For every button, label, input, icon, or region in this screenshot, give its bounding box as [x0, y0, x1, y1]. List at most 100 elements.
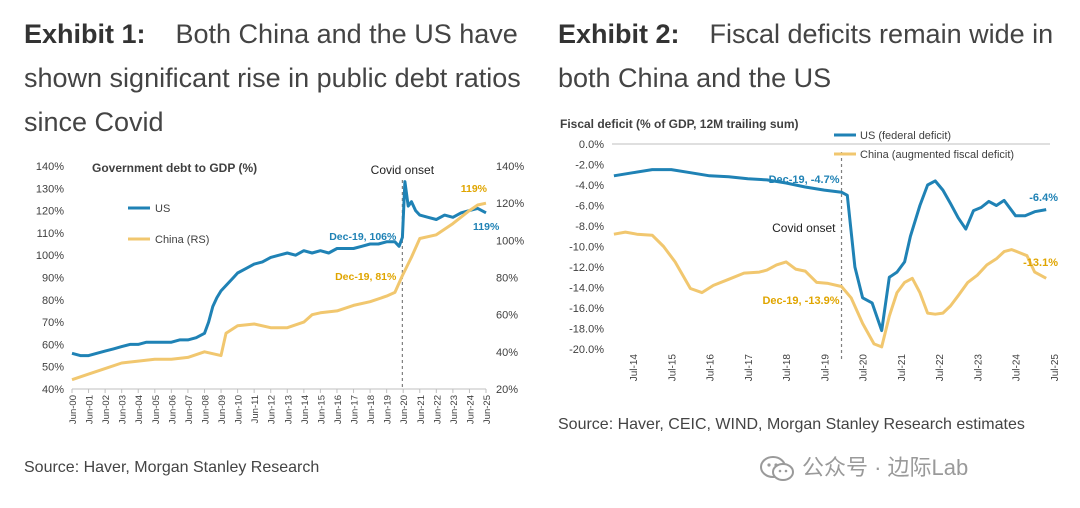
- y-tick-label: -4.0%: [575, 180, 604, 192]
- china-latest-label: 119%: [461, 183, 488, 195]
- china-latest-label: -13.1%: [1023, 257, 1058, 269]
- x-tick-label: Jun-03: [118, 395, 129, 424]
- x-tick-label: Jul-25: [1050, 354, 1061, 382]
- y-tick-label: -14.0%: [569, 283, 604, 295]
- x-tick-label: Jun-10: [234, 395, 245, 424]
- x-tick-label: Jun-19: [383, 395, 394, 424]
- x-tick-label: Jun-04: [134, 395, 145, 424]
- left-tick-label: 80%: [42, 295, 64, 307]
- exhibit-1-label: Exhibit 1:: [24, 19, 146, 49]
- china-dec19-label: Dec-19, 81%: [335, 271, 397, 283]
- x-tick-label: Jun-13: [283, 395, 294, 424]
- y-tick-label: -6.0%: [575, 201, 604, 213]
- right-tick-label: 40%: [496, 347, 518, 359]
- china-debt-line: [71, 201, 487, 382]
- us-dec19-label: Dec-19, 106%: [329, 231, 397, 243]
- x-tick-label: Jul-22: [935, 354, 946, 382]
- right-tick-label: 140%: [496, 161, 524, 173]
- chart-1-title: Government debt to GDP (%): [92, 161, 257, 175]
- x-tick-label: Jun-20: [399, 395, 410, 424]
- exhibit-2-heading: Exhibit 2: Fiscal deficits remain wide in…: [558, 12, 1068, 100]
- x-tick-label: Jul-18: [782, 354, 793, 382]
- left-tick-label: 100%: [36, 250, 64, 262]
- x-tick-label: Jul-21: [897, 354, 908, 382]
- x-tick-label: Jun-00: [68, 395, 79, 424]
- y-tick-label: -2.0%: [575, 160, 604, 172]
- x-tick-label: Jun-18: [366, 395, 377, 424]
- right-tick-label: 100%: [496, 235, 524, 247]
- x-tick-label: Jun-21: [416, 395, 427, 424]
- x-tick-label: Jun-15: [316, 395, 327, 424]
- x-tick-label: Jun-02: [101, 395, 112, 424]
- us-debt-line: [71, 180, 487, 358]
- x-tick-label: Jun-05: [151, 395, 162, 424]
- china-deficit-line: [613, 230, 1047, 349]
- x-tick-label: Jun-25: [482, 395, 493, 424]
- x-tick-label: Jun-14: [300, 395, 311, 424]
- left-tick-label: 60%: [42, 339, 64, 351]
- x-tick-label: Jun-08: [200, 395, 211, 424]
- x-tick-label: Jun-24: [465, 395, 476, 424]
- x-tick-label: Jul-14: [629, 354, 640, 382]
- x-tick-label: Jul-23: [973, 354, 984, 382]
- left-tick-label: 130%: [36, 183, 64, 195]
- covid-onset-label: Covid onset: [772, 221, 836, 235]
- exhibit-1-title: Both China and the US have shown signifi…: [24, 19, 521, 137]
- us-latest-label: 119%: [473, 221, 500, 233]
- wechat-icon: [760, 456, 794, 482]
- china-dec19-label: Dec-19, -13.9%: [762, 295, 839, 307]
- x-tick-label: Jun-09: [217, 395, 228, 424]
- left-tick-label: 70%: [42, 317, 64, 329]
- right-tick-label: 80%: [496, 273, 518, 285]
- exhibit-1-heading: Exhibit 1: Both China and the US have sho…: [24, 12, 534, 144]
- watermark: 公众号 · 边际Lab: [760, 450, 968, 482]
- y-tick-label: -16.0%: [569, 303, 604, 315]
- legend-china-label: China (augmented fiscal deficit): [860, 149, 1014, 161]
- x-tick-label: Jun-01: [85, 395, 96, 424]
- y-tick-label: 0.0%: [579, 139, 604, 151]
- x-tick-label: Jun-23: [449, 395, 460, 424]
- y-tick-label: -8.0%: [575, 221, 604, 233]
- right-tick-label: 120%: [496, 198, 524, 210]
- exhibit-2-panel: Exhibit 2: Fiscal deficits remain wide in…: [540, 0, 1080, 508]
- y-tick-label: -18.0%: [569, 324, 604, 336]
- x-tick-label: Jul-19: [820, 354, 831, 382]
- left-tick-label: 110%: [37, 228, 65, 240]
- covid-onset-label: Covid onset: [371, 163, 435, 177]
- exhibit-2-label: Exhibit 2:: [558, 19, 680, 49]
- x-tick-label: Jun-11: [250, 395, 261, 423]
- exhibit-2-source: Source: Haver, CEIC, WIND, Morgan Stanle…: [558, 416, 1025, 433]
- left-tick-label: 90%: [42, 273, 64, 285]
- x-tick-label: Jul-15: [667, 354, 678, 382]
- legend-china-label: China (RS): [155, 234, 209, 246]
- left-tick-label: 50%: [42, 362, 64, 374]
- left-tick-label: 120%: [36, 206, 64, 218]
- x-tick-label: Jun-07: [184, 395, 195, 424]
- left-tick-label: 140%: [36, 161, 64, 173]
- right-tick-label: 60%: [496, 310, 518, 322]
- x-tick-label: Jun-06: [167, 395, 178, 424]
- legend-us-label: US: [155, 203, 170, 215]
- watermark-text: 公众号 · 边际Lab: [802, 455, 969, 480]
- x-tick-label: Jun-17: [350, 395, 361, 424]
- right-tick-label: 20%: [496, 384, 518, 396]
- us-dec19-label: Dec-19, -4.7%: [769, 174, 840, 186]
- y-tick-label: -20.0%: [569, 344, 604, 356]
- us-latest-label: -6.4%: [1029, 192, 1058, 204]
- exhibit-1-source: Source: Haver, Morgan Stanley Research: [24, 459, 320, 476]
- exhibit-2-title: Fiscal deficits remain wide in both Chin…: [558, 19, 1054, 93]
- x-tick-label: Jul-20: [859, 354, 870, 382]
- y-tick-label: -10.0%: [569, 242, 604, 254]
- exhibit-1-panel: Exhibit 1: Both China and the US have sho…: [24, 12, 534, 476]
- us-deficit-line: [613, 168, 1047, 333]
- y-tick-label: -12.0%: [569, 262, 604, 274]
- legend-us-label: US (federal deficit): [860, 130, 951, 142]
- x-tick-label: Jul-24: [1012, 354, 1023, 382]
- chart-2-title: Fiscal deficit (% of GDP, 12M trailing s…: [560, 117, 799, 131]
- x-tick-label: Jul-16: [706, 354, 717, 382]
- x-tick-label: Jun-12: [267, 395, 278, 424]
- x-tick-label: Jul-17: [744, 354, 755, 382]
- x-tick-label: Jun-22: [432, 395, 443, 424]
